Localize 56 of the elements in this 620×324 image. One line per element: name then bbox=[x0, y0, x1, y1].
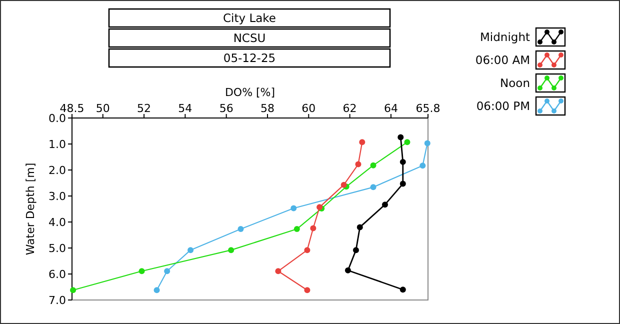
point bbox=[370, 184, 376, 190]
point bbox=[400, 286, 406, 293]
y-tick-label: 0.0 bbox=[48, 112, 66, 125]
x-tick-label: 58 bbox=[260, 102, 274, 115]
point bbox=[138, 268, 145, 274]
point bbox=[275, 268, 282, 274]
x-tick-label: 54 bbox=[178, 102, 192, 115]
x-tick-label: 52 bbox=[137, 102, 152, 115]
point bbox=[310, 225, 316, 232]
y-axis-title: Water Depth [m] bbox=[24, 162, 37, 256]
y-tick-label: 7.0 bbox=[48, 294, 66, 307]
x-tick-label: 65.8 bbox=[416, 102, 440, 115]
x-tick-label: 60 bbox=[302, 102, 316, 115]
point bbox=[188, 247, 194, 254]
point bbox=[400, 158, 406, 165]
legend-label: 06:00 AM bbox=[475, 53, 530, 67]
point bbox=[352, 247, 359, 254]
legend-label: Noon bbox=[500, 76, 530, 90]
x-axis-title: DO% [%] bbox=[224, 86, 276, 99]
point bbox=[70, 287, 76, 294]
x-tick-label: 62 bbox=[342, 102, 357, 115]
x-tick-label: 48.5 bbox=[60, 102, 84, 115]
point bbox=[404, 139, 410, 146]
point bbox=[356, 224, 363, 230]
point bbox=[304, 247, 310, 254]
text: 05-12-25 bbox=[223, 51, 276, 65]
x-tick-label: 56 bbox=[219, 102, 234, 115]
y-tick-label: 3.0 bbox=[48, 190, 66, 203]
y-tick-label: 2.0 bbox=[48, 164, 66, 177]
point bbox=[290, 205, 297, 212]
point bbox=[228, 247, 234, 254]
point bbox=[355, 161, 362, 168]
x-tick-label: 50 bbox=[96, 102, 110, 115]
chart-title: City Lake bbox=[223, 11, 276, 25]
point bbox=[370, 162, 376, 168]
y-tick-label: 5.0 bbox=[48, 242, 66, 255]
point bbox=[424, 140, 430, 146]
point bbox=[420, 162, 426, 169]
legend-label: Midnight bbox=[480, 30, 530, 44]
point bbox=[340, 182, 347, 188]
point bbox=[359, 139, 366, 146]
chart-subtitle: NCSU bbox=[233, 31, 266, 45]
point bbox=[154, 287, 160, 294]
point bbox=[238, 226, 244, 232]
point bbox=[344, 267, 351, 274]
point bbox=[400, 180, 406, 187]
point bbox=[398, 134, 404, 140]
point bbox=[304, 287, 310, 294]
point bbox=[382, 202, 388, 208]
y-tick-label: 6.0 bbox=[48, 268, 66, 281]
y-tick-label: 4.0 bbox=[48, 216, 66, 229]
point bbox=[164, 268, 170, 274]
point bbox=[294, 226, 300, 232]
legend-label: 06:00 PM bbox=[476, 99, 530, 113]
x-tick-label: 64 bbox=[384, 102, 398, 115]
y-tick-label: 1.0 bbox=[48, 138, 66, 151]
